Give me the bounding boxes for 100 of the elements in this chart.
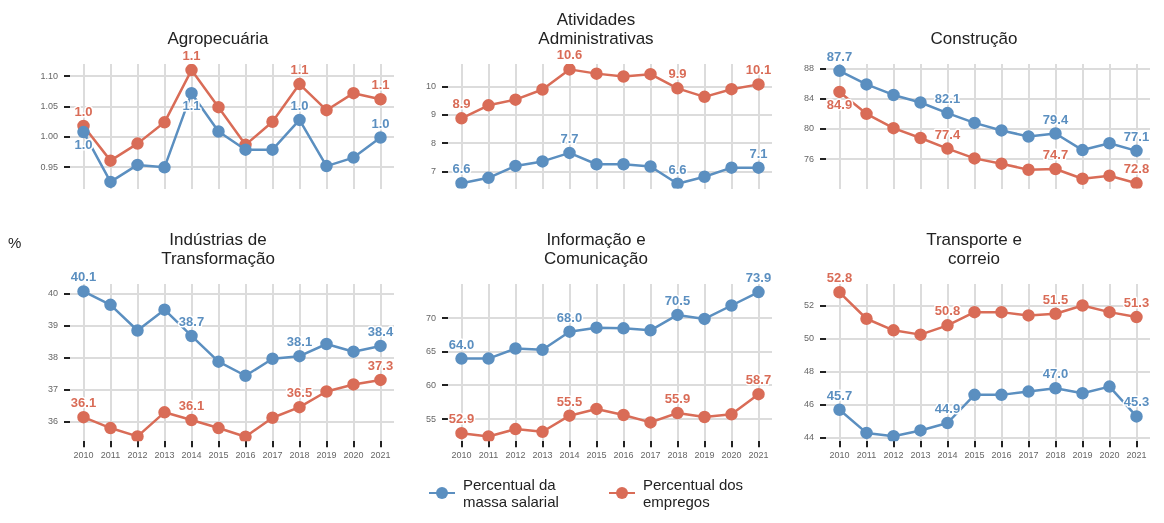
point	[293, 400, 306, 414]
x-tick-label: 2015	[586, 450, 607, 461]
point	[752, 387, 765, 401]
point	[941, 416, 954, 430]
point	[482, 171, 495, 185]
data-label: 55.5	[556, 393, 583, 409]
data-label: 7.7	[560, 131, 579, 146]
point	[968, 116, 981, 130]
x-tick-label: 2015	[964, 450, 985, 461]
y-tick-label: 8	[430, 137, 436, 148]
y-tick-label: 70	[425, 312, 436, 323]
point	[104, 298, 117, 312]
data-label: 50.8	[934, 303, 961, 319]
point	[158, 161, 171, 174]
x-tick-label: 2013	[154, 450, 175, 461]
data-label: 10.1	[745, 62, 772, 78]
data-label: 38.1	[286, 334, 313, 350]
point	[482, 352, 495, 365]
point	[455, 176, 468, 189]
point	[1076, 386, 1089, 400]
point	[563, 325, 576, 338]
point	[1049, 382, 1062, 395]
data-label: 1.0	[290, 98, 309, 113]
x-tick-label: 2018	[1045, 450, 1066, 461]
y-tick-label: 48	[803, 366, 814, 377]
point	[1103, 137, 1116, 150]
point	[239, 143, 252, 156]
point	[995, 124, 1008, 137]
y-axis-title: %	[8, 234, 22, 251]
point	[563, 64, 576, 76]
point	[1022, 163, 1035, 176]
x-tick-label: 2014	[181, 450, 202, 461]
point	[185, 413, 198, 427]
data-label: 9.9	[668, 66, 687, 82]
x-tick-label: 2020	[1099, 450, 1120, 461]
data-label: 47.0	[1042, 366, 1069, 382]
y-tick-label: 50	[803, 333, 814, 344]
data-label: 87.7	[826, 48, 853, 64]
point	[833, 64, 846, 78]
point	[536, 425, 549, 439]
point	[185, 64, 198, 77]
point	[1076, 299, 1089, 312]
y-tick-label: 1.10	[40, 70, 58, 81]
point	[725, 408, 738, 421]
x-tick-label: 2021	[370, 450, 391, 461]
data-label: 6.6	[668, 161, 687, 177]
point	[374, 131, 387, 144]
data-label: 77.4	[934, 126, 961, 142]
point	[131, 430, 144, 442]
point	[860, 107, 873, 121]
point	[1076, 172, 1089, 186]
point	[212, 125, 225, 138]
data-label: 58.7	[745, 372, 772, 388]
point	[77, 285, 90, 298]
point	[833, 85, 846, 99]
point	[77, 410, 90, 424]
point	[995, 388, 1008, 402]
point	[914, 96, 927, 109]
data-label: 79.4	[1042, 111, 1069, 127]
data-label: 37.3	[367, 358, 394, 373]
y-tick-label: 88	[803, 63, 814, 74]
data-label: 52.9	[448, 411, 475, 427]
point	[995, 157, 1008, 170]
point	[1022, 309, 1035, 322]
x-tick-label: 2021	[748, 450, 769, 461]
chart-title: Agropecuária	[167, 29, 269, 48]
point	[212, 100, 225, 114]
point	[860, 312, 873, 325]
point	[158, 406, 171, 419]
point	[671, 177, 684, 189]
point	[941, 319, 954, 332]
point	[887, 121, 900, 135]
x-tick-label: 2016	[991, 450, 1012, 461]
point	[698, 312, 711, 326]
x-tick-label: 2020	[721, 450, 742, 461]
point	[104, 421, 117, 435]
x-tick-label: 2010	[451, 450, 472, 461]
x-tick-label: 2021	[1126, 450, 1147, 461]
point	[158, 116, 171, 129]
point	[590, 321, 603, 334]
point	[104, 175, 117, 189]
data-label: 51.3	[1123, 295, 1150, 311]
data-label: 10.6	[556, 47, 583, 63]
point	[914, 328, 927, 341]
point	[941, 106, 954, 120]
point	[266, 411, 279, 425]
point	[941, 142, 954, 155]
point	[131, 324, 144, 337]
data-label: 38.4	[367, 324, 394, 339]
point	[347, 151, 360, 164]
y-tick-label: 1.05	[40, 101, 58, 112]
point	[455, 426, 468, 440]
x-tick-label: 2011	[478, 450, 499, 461]
point	[1076, 143, 1089, 157]
point	[212, 421, 225, 435]
point	[644, 67, 657, 81]
data-label: 45.3	[1123, 394, 1150, 410]
point	[536, 155, 549, 168]
point	[374, 373, 387, 387]
point	[698, 410, 711, 424]
